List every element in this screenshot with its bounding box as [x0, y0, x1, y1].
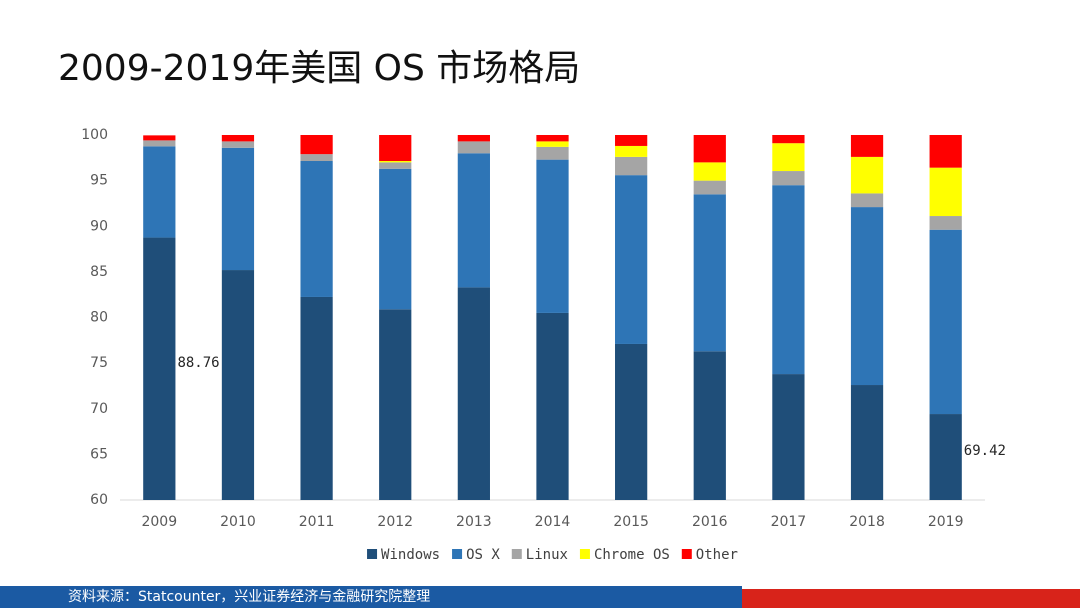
- bar-segment: [221, 141, 255, 148]
- bar-segment: [615, 135, 648, 146]
- legend-label: Other: [696, 547, 738, 563]
- bar-segment: [850, 156, 884, 194]
- data-label: 88.76: [177, 355, 219, 371]
- y-tick-label: 75: [90, 355, 108, 371]
- bar-segment: [693, 351, 726, 500]
- y-tick-label: 80: [90, 310, 108, 326]
- bar-segment: [615, 145, 648, 157]
- legend-swatch: [681, 549, 692, 559]
- x-tick-label: 2012: [377, 514, 413, 530]
- bar-segment: [300, 296, 333, 500]
- x-tick-label: 2011: [299, 514, 335, 530]
- bar-segment: [221, 135, 255, 142]
- y-tick-label: 70: [90, 401, 108, 417]
- bar-segment: [143, 140, 176, 147]
- bar-segment: [536, 141, 569, 147]
- bar-segment: [379, 309, 412, 500]
- bar-segment: [221, 270, 255, 500]
- bar-segment: [772, 374, 805, 500]
- bar-segment: [536, 146, 569, 160]
- bar-segment: [850, 207, 884, 386]
- bar-segment: [536, 159, 569, 313]
- bar-segment: [693, 162, 726, 181]
- legend-swatch: [579, 549, 590, 559]
- bar-segment: [693, 180, 726, 195]
- source-note: 资料来源：Statcounter，兴业证券经济与金融研究院整理: [68, 589, 430, 605]
- bar-segment: [772, 135, 805, 144]
- bar-segment: [929, 167, 962, 217]
- bar-segment: [457, 135, 490, 142]
- legend-label: Windows: [381, 547, 440, 563]
- bar-segment: [379, 161, 412, 163]
- bar-segment: [615, 343, 648, 500]
- bar-segment: [850, 385, 884, 500]
- bar-segment: [772, 185, 805, 375]
- bar-segment: [300, 135, 333, 155]
- bar-segment: [300, 154, 333, 162]
- bar-segment: [929, 135, 962, 168]
- bar-segment: [143, 237, 176, 500]
- x-tick-label: 2018: [849, 514, 885, 530]
- footer-accent: [742, 589, 1080, 608]
- bar-segment: [615, 175, 648, 344]
- x-tick-label: 2015: [613, 514, 649, 530]
- bar-segment: [300, 161, 333, 297]
- bar-segment: [693, 135, 726, 163]
- y-tick-label: 60: [90, 492, 108, 508]
- bar-segment: [221, 147, 255, 271]
- y-tick-label: 90: [90, 218, 108, 234]
- legend-swatch: [367, 549, 378, 559]
- legend-label: Chrome OS: [594, 547, 670, 563]
- legend-label: Linux: [526, 547, 568, 563]
- bar-segment: [850, 193, 884, 208]
- bar-segment: [457, 287, 490, 500]
- x-tick-label: 2010: [220, 514, 256, 530]
- data-label: 69.42: [964, 443, 1006, 459]
- y-tick-label: 85: [90, 264, 108, 280]
- bar-segment: [929, 229, 962, 415]
- x-tick-label: 2019: [928, 514, 964, 530]
- legend-swatch: [452, 549, 463, 559]
- bar-segment: [850, 135, 884, 157]
- bar-segment: [457, 141, 490, 154]
- bar-segment: [693, 194, 726, 352]
- y-tick-label: 95: [90, 173, 108, 189]
- bar-segment: [929, 414, 962, 500]
- footer-band: [0, 586, 742, 608]
- x-tick-label: 2009: [141, 514, 177, 530]
- bar-segment: [379, 135, 412, 162]
- x-tick-label: 2017: [771, 514, 807, 530]
- x-tick-label: 2014: [535, 514, 571, 530]
- bar-segment: [143, 135, 176, 141]
- bar-segment: [457, 153, 490, 288]
- bar-segment: [772, 171, 805, 186]
- bar-segment: [615, 156, 648, 176]
- slide-title: 2009-2019年美国 OS 市场格局: [58, 48, 580, 89]
- y-tick-label: 65: [90, 446, 108, 462]
- bar-segment: [536, 312, 569, 500]
- legend-label: OS X: [466, 547, 500, 563]
- x-tick-label: 2016: [692, 514, 728, 530]
- bar-segment: [143, 146, 176, 238]
- bar-segment: [772, 143, 805, 172]
- bar-segment: [379, 162, 412, 169]
- legend-swatch: [511, 549, 522, 559]
- bar-segment: [536, 135, 569, 142]
- bar-segment: [379, 168, 412, 310]
- y-tick-label: 100: [81, 127, 108, 143]
- bar-segment: [929, 216, 962, 230]
- x-tick-label: 2013: [456, 514, 492, 530]
